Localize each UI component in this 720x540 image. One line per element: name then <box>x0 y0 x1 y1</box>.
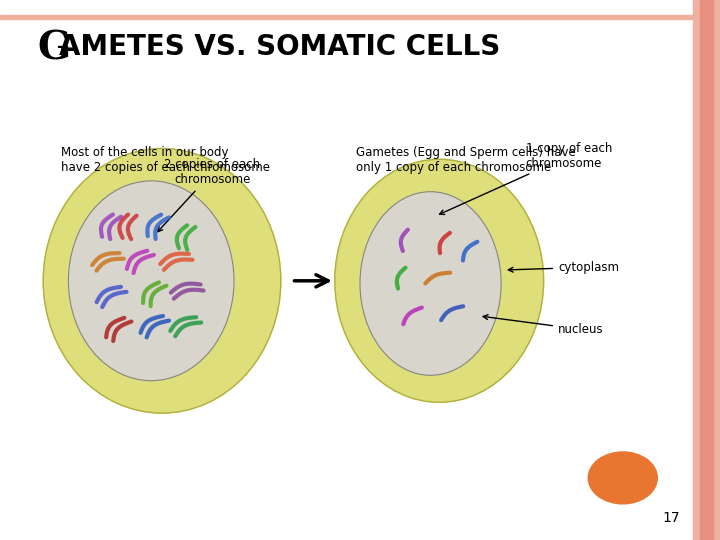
Ellipse shape <box>360 192 501 375</box>
Text: G: G <box>37 30 71 68</box>
Text: cytoplasm: cytoplasm <box>508 261 619 274</box>
Text: AMETES VS. SOMATIC CELLS: AMETES VS. SOMATIC CELLS <box>59 33 500 62</box>
Text: nucleus: nucleus <box>483 315 603 336</box>
Ellipse shape <box>43 148 281 413</box>
Circle shape <box>588 452 657 504</box>
Text: 17: 17 <box>663 511 680 525</box>
Text: 1 copy of each
chromosome: 1 copy of each chromosome <box>439 142 612 214</box>
Bar <box>0 15 693 19</box>
Bar <box>700 0 713 540</box>
Ellipse shape <box>335 159 544 402</box>
Text: 2 copies of each
chromosome: 2 copies of each chromosome <box>158 158 261 232</box>
Bar <box>693 0 720 540</box>
Text: Most of the cells in our body
have 2 copies of each chromosome: Most of the cells in our body have 2 cop… <box>61 146 270 174</box>
Text: Gametes (Egg and Sperm cells) have
only 1 copy of each chromosome: Gametes (Egg and Sperm cells) have only … <box>356 146 576 174</box>
Ellipse shape <box>68 181 234 381</box>
